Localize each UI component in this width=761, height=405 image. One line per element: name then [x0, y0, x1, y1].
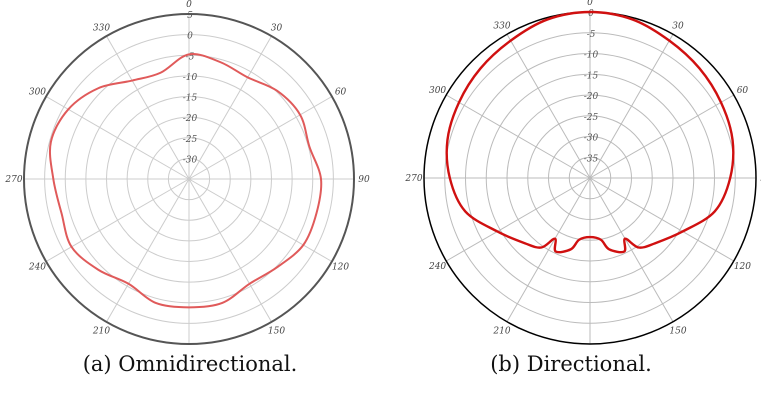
omnidirectional-panel: 030609012015018021024027030033050-5-10-1… [0, 0, 380, 405]
angle-tick-label: 60 [335, 88, 347, 98]
grid-spoke [188, 178, 272, 323]
angle-tick-label: 240 [28, 263, 46, 273]
angle-tick-label: 150 [268, 327, 285, 337]
grid-spoke [589, 177, 674, 323]
radial-tick-label: -25 [584, 113, 599, 123]
angle-tick-label: 90 [358, 175, 370, 185]
angle-tick-label: 330 [493, 22, 510, 32]
radial-tick-label: -10 [584, 51, 599, 61]
angle-tick-label: 120 [734, 262, 751, 272]
grid-spoke [106, 178, 190, 323]
angle-tick-label: 30 [672, 22, 684, 32]
grid-spoke [45, 96, 190, 180]
angle-tick-label: 270 [4, 175, 22, 185]
caption-a: (a) Omnidirectional. [82, 352, 298, 376]
radial-tick-label: -5 [186, 52, 195, 62]
radial-tick-label: -30 [584, 134, 599, 144]
pattern-trace-b [445, 10, 735, 254]
directional-polar-plot: 03060901201501802102402703003300-5-10-15… [404, 0, 761, 345]
radial-tick-label: 0 [187, 32, 193, 42]
omnidirectional-polar-plot: 030609012015018021024027030033050-5-10-1… [4, 0, 370, 345]
grid-spoke [506, 177, 591, 323]
radial-tick-label: 5 [187, 11, 193, 21]
grid-spoke [506, 33, 591, 179]
radial-tick-label: -20 [183, 114, 198, 124]
angle-tick-label: 300 [29, 88, 46, 98]
radial-tick-label: -10 [183, 73, 198, 83]
grid-spoke [589, 94, 735, 179]
radial-tick-label: -15 [584, 71, 599, 81]
grid-spoke [589, 177, 735, 262]
angle-tick-label: 240 [428, 262, 446, 272]
angle-tick-label: 150 [669, 326, 686, 336]
angle-tick-label: 60 [737, 86, 749, 96]
radial-tick-label: -20 [584, 92, 599, 102]
angle-tick-label: 0 [587, 0, 593, 8]
directional-panel: 03060901201501802102402703003300-5-10-15… [381, 0, 761, 405]
grid-spoke [445, 177, 591, 262]
radial-tick-label: -5 [587, 30, 596, 40]
radial-tick-label: -30 [183, 155, 198, 165]
grid-spoke [188, 178, 333, 262]
caption-b: (b) Directional. [490, 352, 652, 376]
angle-tick-label: 330 [93, 23, 110, 33]
grid-spoke [589, 33, 674, 179]
angle-tick-label: 120 [332, 263, 349, 273]
radial-tick-label: -15 [183, 94, 198, 104]
angle-tick-label: 210 [492, 326, 510, 336]
radial-tick-label: -25 [183, 135, 198, 145]
radial-tick-label: -35 [584, 154, 599, 164]
angle-tick-label: 270 [404, 174, 422, 184]
angle-tick-label: 0 [186, 0, 192, 10]
pattern-trace-a [48, 53, 323, 309]
grid-spoke [188, 96, 333, 180]
grid-spoke [445, 94, 591, 179]
grid-spoke [188, 35, 272, 180]
angle-tick-label: 300 [429, 86, 446, 96]
angle-tick-label: 210 [92, 327, 110, 337]
grid-spoke [106, 35, 190, 180]
radial-tick-label: 0 [588, 9, 594, 19]
angle-tick-label: 30 [271, 23, 283, 33]
grid-spoke [45, 178, 190, 262]
polar-frame [23, 13, 355, 345]
